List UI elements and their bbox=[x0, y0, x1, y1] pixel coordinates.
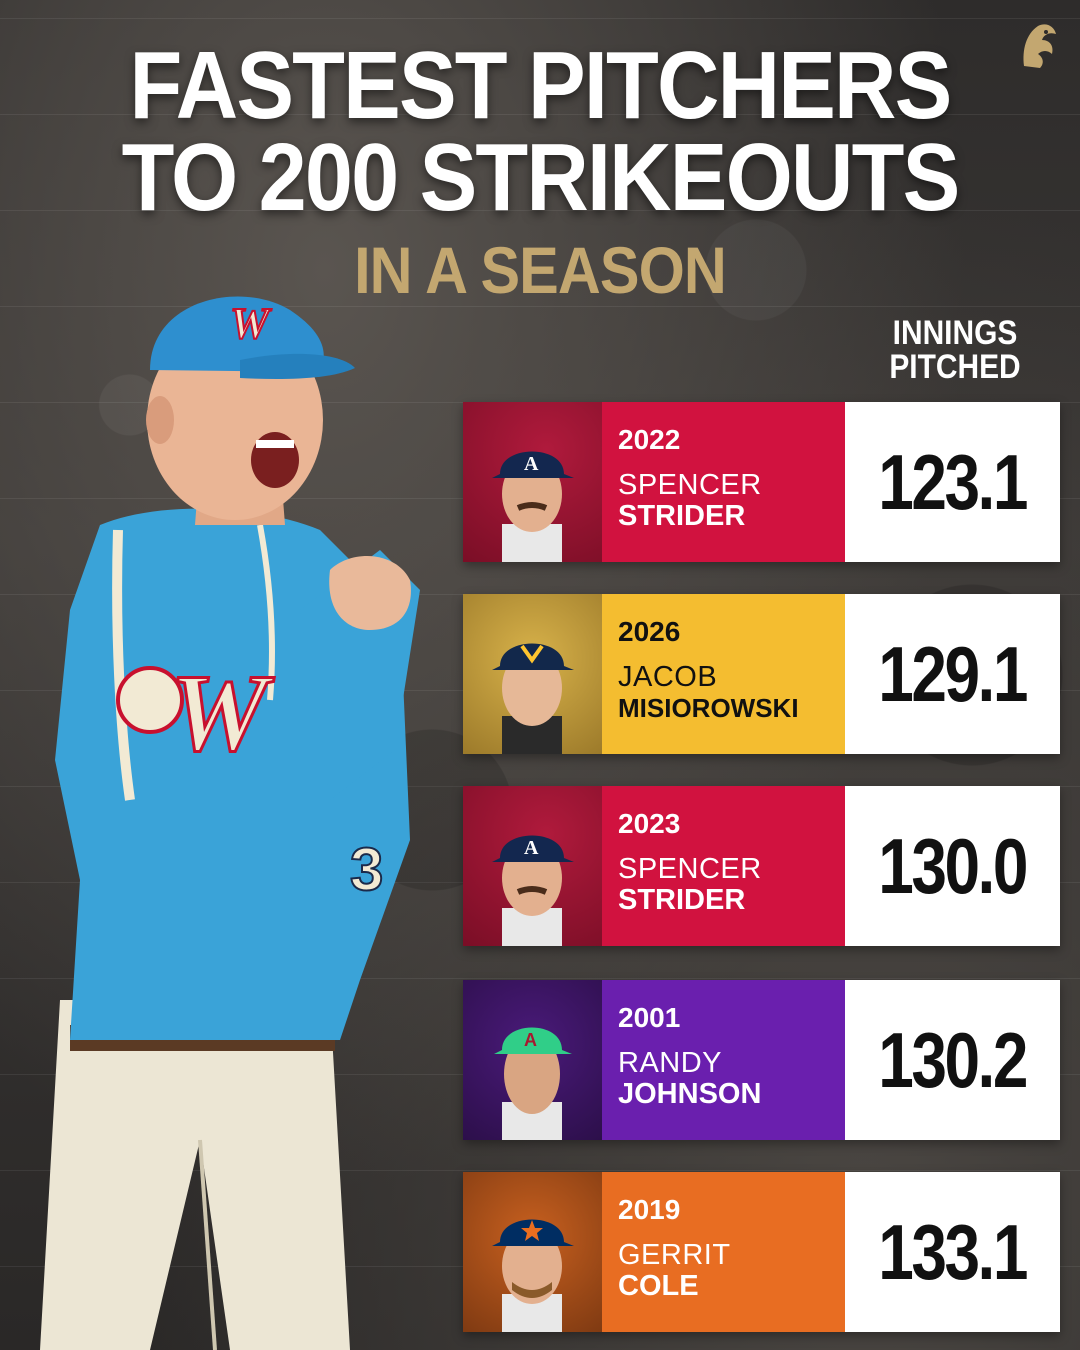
innings-text: 129.1 bbox=[878, 629, 1029, 718]
svg-text:3: 3 bbox=[350, 836, 383, 903]
ranking-row-5: 2019 GERRIT COLE 133.1 bbox=[463, 1172, 1060, 1332]
first-name: RANDY bbox=[618, 1047, 723, 1079]
pitcher-info: 2019 GERRIT COLE bbox=[602, 1172, 845, 1332]
last-name: STRIDER bbox=[618, 500, 746, 532]
pitcher-info: 2001 RANDY JOHNSON bbox=[602, 980, 845, 1140]
brand-logo-icon bbox=[1023, 24, 1056, 69]
pitcher-headshot-icon: A bbox=[492, 835, 574, 946]
innings-text: 133.1 bbox=[878, 1207, 1029, 1296]
season-year: 2019 bbox=[618, 1194, 681, 1225]
ranking-row-3: A 2023 SPENCER STRIDER 130.0 bbox=[463, 786, 1060, 946]
season-year: 2023 bbox=[618, 808, 681, 839]
first-name: SPENCER bbox=[618, 469, 762, 501]
page-title: FASTEST PITCHERS TO 200 STRIKEOUTS bbox=[54, 32, 1026, 231]
innings-value: 130.2 bbox=[845, 980, 1060, 1140]
header-line-2: PITCHED bbox=[889, 348, 1021, 386]
page-subtitle: IN A SEASON bbox=[354, 233, 727, 307]
ranking-row-1: A 2022 SPENCER STRIDER 123.1 bbox=[463, 402, 1060, 562]
season-year: 2001 bbox=[618, 1002, 681, 1033]
last-name: MISIOROWSKI bbox=[618, 693, 799, 723]
title-line-2: TO 200 STRIKEOUTS bbox=[121, 124, 961, 231]
innings-value: 133.1 bbox=[845, 1172, 1060, 1332]
first-name: SPENCER bbox=[618, 853, 762, 885]
ranking-row-4: A 2001 RANDY JOHNSON 130.2 bbox=[463, 980, 1060, 1140]
pitcher-info: 2022 SPENCER STRIDER bbox=[602, 402, 845, 562]
svg-text:W: W bbox=[170, 652, 275, 774]
first-name: JACOB bbox=[618, 661, 718, 693]
svg-text:A: A bbox=[524, 837, 539, 859]
pitcher-photo bbox=[463, 1172, 602, 1332]
innings-value: 130.0 bbox=[845, 786, 1060, 946]
innings-value: 129.1 bbox=[845, 594, 1060, 754]
pitcher-headshot-icon: A bbox=[494, 1027, 572, 1140]
pitcher-info: 2026 JACOB MISIOROWSKI bbox=[602, 594, 845, 754]
last-name: JOHNSON bbox=[618, 1078, 762, 1110]
innings-text: 130.0 bbox=[878, 821, 1029, 910]
pitcher-photo bbox=[463, 594, 602, 754]
svg-text:A: A bbox=[524, 1030, 537, 1050]
title-line-1: FASTEST PITCHERS bbox=[129, 32, 953, 139]
innings-pitched-header: INNINGS PITCHED bbox=[871, 316, 1038, 384]
pitcher-headshot-icon bbox=[492, 643, 574, 754]
last-name: STRIDER bbox=[618, 884, 746, 916]
svg-text:A: A bbox=[524, 453, 539, 475]
innings-value: 123.1 bbox=[845, 402, 1060, 562]
pitcher-headshot-icon: A bbox=[492, 451, 574, 562]
last-name: COLE bbox=[618, 1270, 699, 1302]
featured-pitcher-image: W 3 W bbox=[40, 296, 420, 1350]
pitcher-photo: A bbox=[463, 786, 602, 946]
pitcher-photo: A bbox=[463, 402, 602, 562]
innings-text: 130.2 bbox=[878, 1015, 1029, 1104]
pitcher-headshot-icon bbox=[492, 1219, 574, 1332]
header-line-1: INNINGS bbox=[892, 314, 1018, 352]
ranking-row-2: 2026 JACOB MISIOROWSKI 129.1 bbox=[463, 594, 1060, 754]
svg-text:W: W bbox=[230, 299, 272, 348]
pitcher-info: 2023 SPENCER STRIDER bbox=[602, 786, 845, 946]
pitcher-photo: A bbox=[463, 980, 602, 1140]
innings-text: 123.1 bbox=[878, 437, 1029, 526]
first-name: GERRIT bbox=[618, 1239, 731, 1271]
season-year: 2022 bbox=[618, 424, 681, 455]
season-year: 2026 bbox=[618, 616, 681, 647]
